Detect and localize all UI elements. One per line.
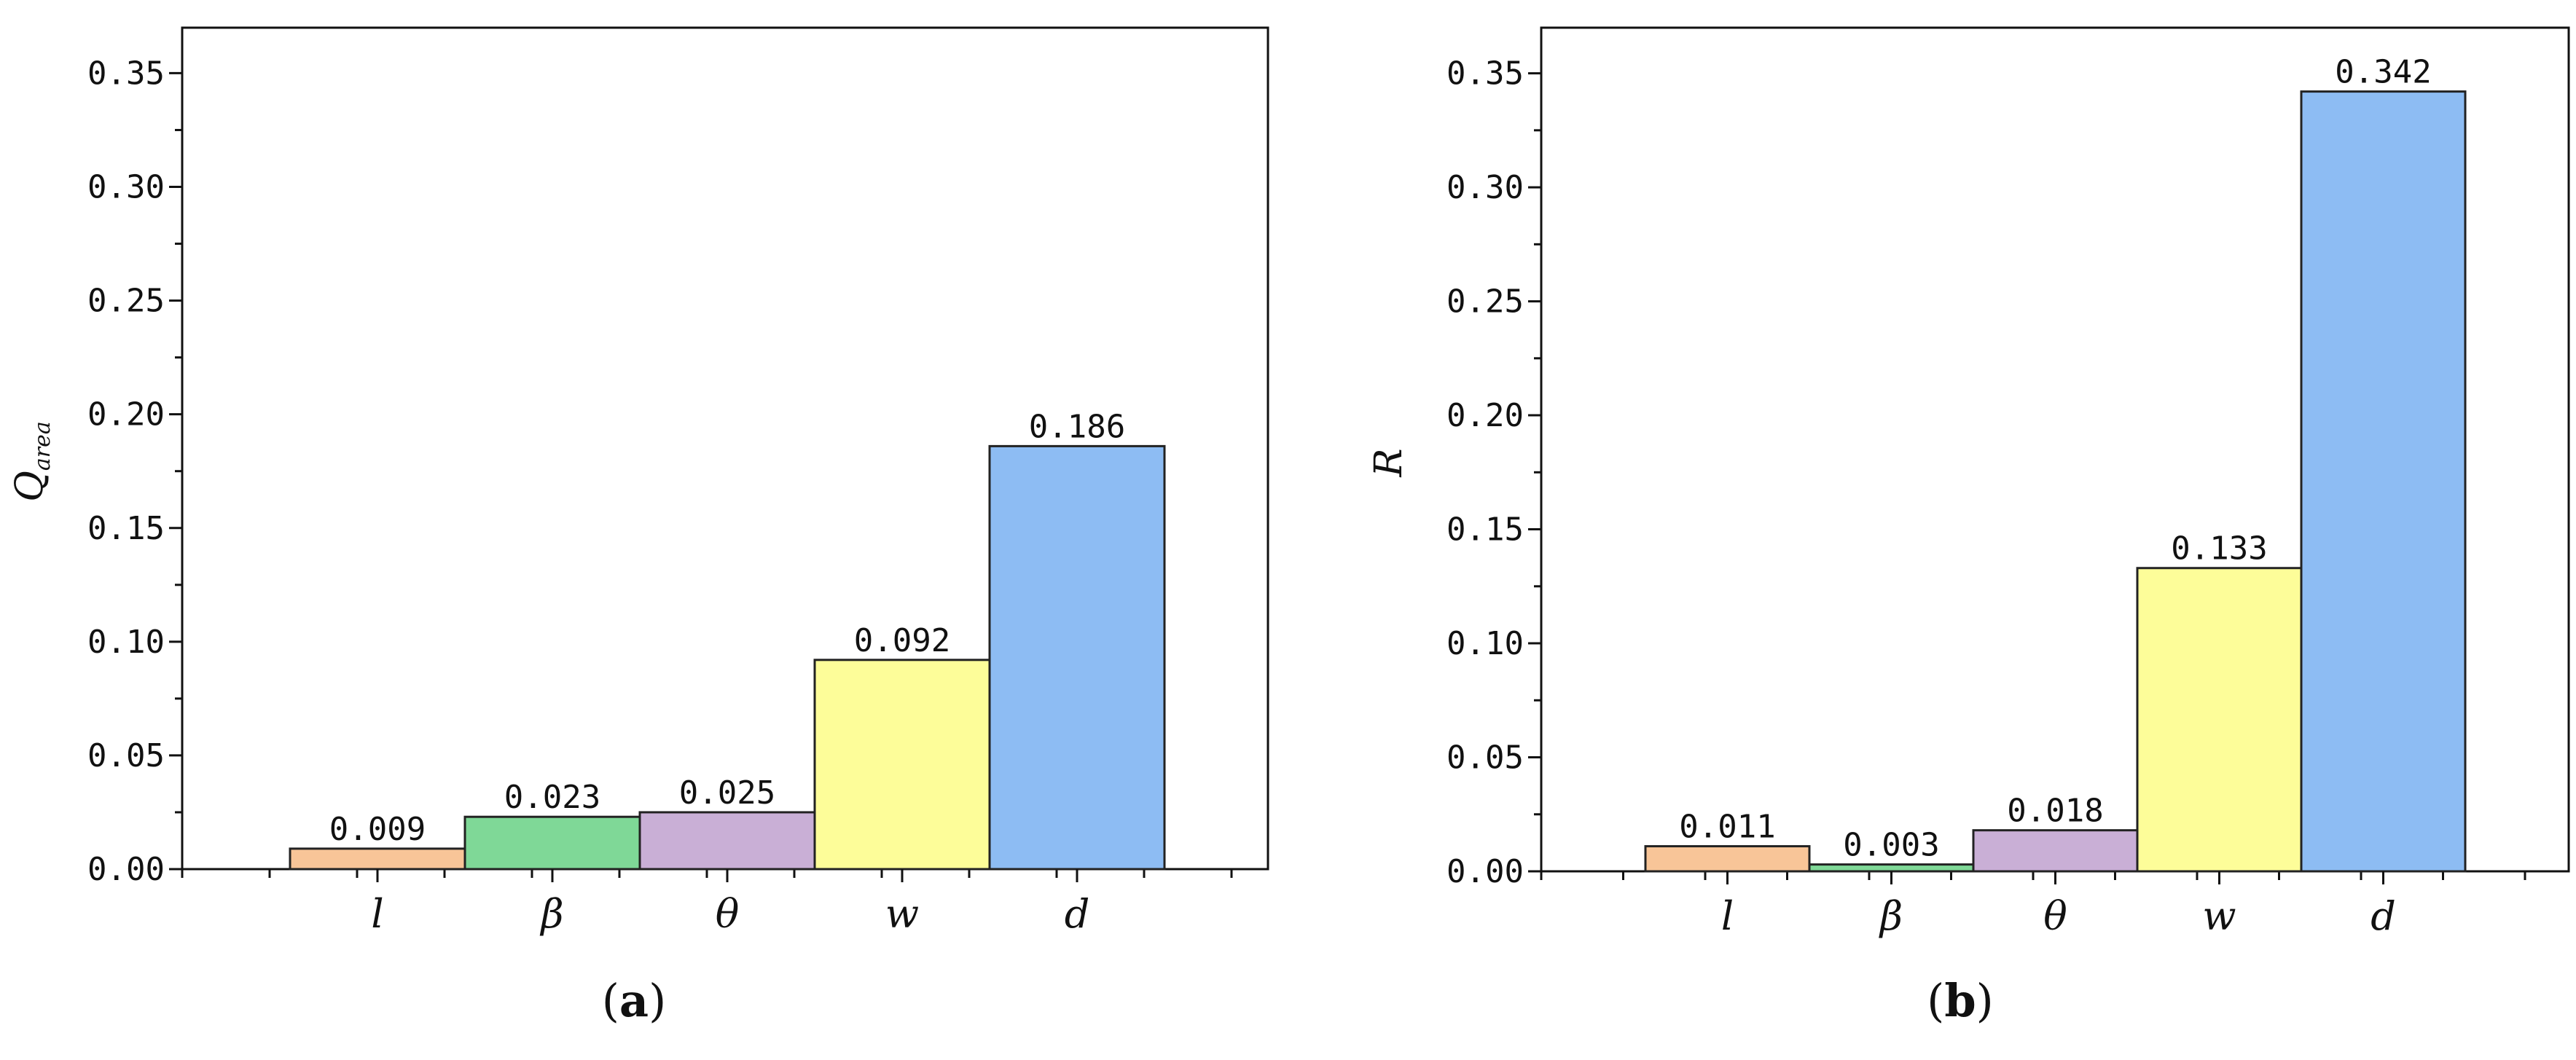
y-tick-label: 0.00 <box>87 851 165 888</box>
data-label: 0.018 <box>2007 793 2103 830</box>
x-tick-label: l <box>371 891 383 937</box>
x-tick-label: β <box>1879 893 1903 939</box>
data-label: 0.009 <box>329 811 426 848</box>
data-label: 0.023 <box>504 779 600 816</box>
y-tick-label: 0.10 <box>1446 625 1524 662</box>
y-tick-label: 0.00 <box>1446 853 1524 890</box>
panel-caption: (a) <box>602 974 667 1027</box>
data-label: 0.025 <box>679 774 775 812</box>
y-axis-title: R <box>1367 448 1411 477</box>
data-label: 0.092 <box>854 622 950 659</box>
y-tick-label: 0.05 <box>1446 739 1524 777</box>
y-tick-label: 0.20 <box>87 396 165 433</box>
bar-theta <box>1972 829 2139 873</box>
chart-panel-a: 0.00 0.05 0.10 0.15 0.20 0.25 0.30 0.35 0.009 l 0.… <box>8 26 1269 1027</box>
x-tick-label: θ <box>716 891 740 937</box>
x-tick-label: β <box>539 891 563 937</box>
data-label: 0.342 <box>2335 54 2431 91</box>
x-tick-label: θ <box>2043 893 2067 939</box>
x-tick-label: d <box>1065 891 1090 937</box>
bar-beta <box>463 815 641 871</box>
y-tick-label: 0.25 <box>1446 283 1524 321</box>
panel-caption: (b) <box>1927 974 1994 1027</box>
y-tick-label: 0.15 <box>87 510 165 547</box>
y-tick-label: 0.35 <box>1446 55 1524 93</box>
y-tick-label: 0.30 <box>1446 169 1524 206</box>
data-label: 0.003 <box>1843 827 1939 864</box>
data-label: 0.133 <box>2171 530 2267 568</box>
bar-d <box>988 444 1166 871</box>
bar-d <box>2300 90 2467 873</box>
y-tick-label: 0.15 <box>1446 511 1524 549</box>
bar-beta <box>1808 863 1975 873</box>
bar-l <box>1644 845 1811 873</box>
y-tick-label: 0.20 <box>1446 397 1524 434</box>
x-tick-label: w <box>885 891 919 937</box>
data-label: 0.186 <box>1029 408 1125 445</box>
chart-panel-b: 0.00 0.05 0.10 0.15 0.20 0.25 0.30 0.35 0.011 l 0.… <box>1367 26 2570 1027</box>
y-tick-label: 0.25 <box>87 283 165 320</box>
x-tick-label: w <box>2202 893 2236 939</box>
y-tick-label: 0.05 <box>87 737 165 774</box>
x-tick-label: d <box>2371 893 2396 939</box>
bar-w <box>813 659 991 871</box>
y-tick-label: 0.35 <box>87 55 165 92</box>
bar-l <box>289 847 466 871</box>
x-tick-label: l <box>1721 893 1734 939</box>
y-axis-title: Qarea <box>8 421 55 502</box>
bar-w <box>2136 567 2303 873</box>
y-tick-label: 0.30 <box>87 169 165 206</box>
bar-theta <box>638 811 816 871</box>
y-tick-label: 0.10 <box>87 624 165 661</box>
data-label: 0.011 <box>1679 809 1775 846</box>
